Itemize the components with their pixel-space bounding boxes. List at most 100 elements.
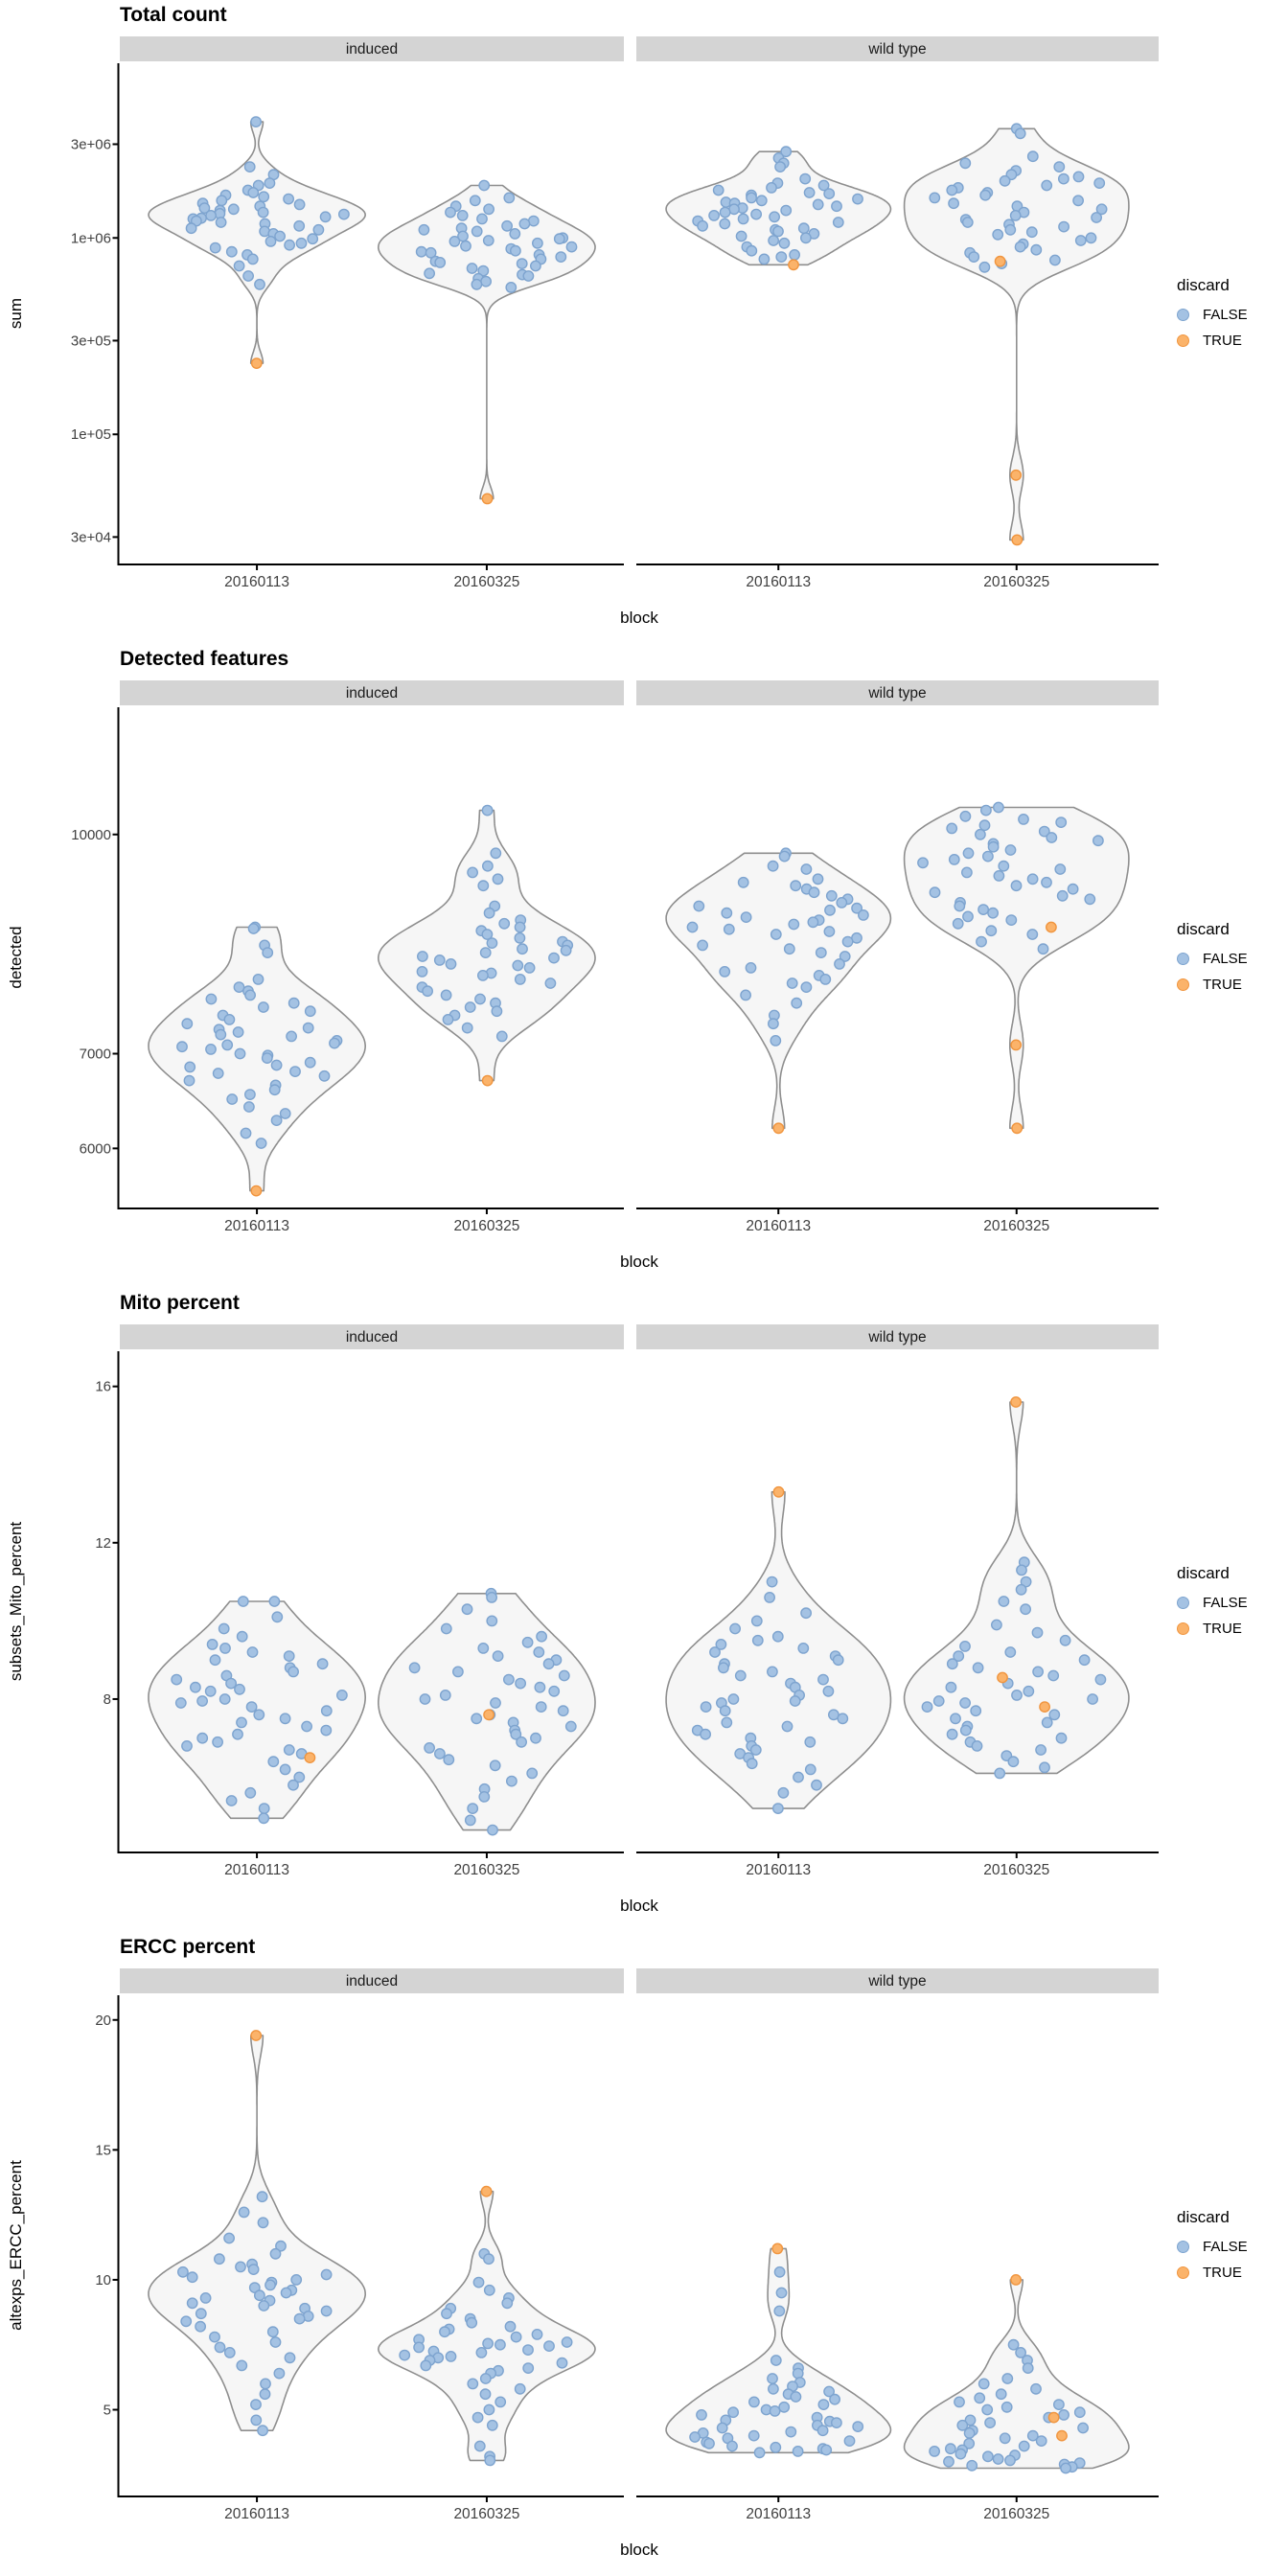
data-point-false: [234, 1683, 245, 1695]
legend-item-true: TRUE: [1177, 977, 1288, 993]
data-point-false: [769, 2404, 781, 2417]
facet-strip: [120, 680, 624, 705]
y-tick-label: 7000: [80, 1046, 111, 1062]
data-point-false: [320, 2305, 333, 2317]
data-point-false: [269, 2247, 282, 2260]
data-point-true: [994, 255, 1006, 267]
y-tick-label: 16: [95, 1379, 111, 1395]
data-point-false: [1018, 813, 1029, 825]
data-point-false: [817, 179, 830, 192]
data-point-false: [778, 2401, 791, 2413]
data-point-false: [841, 935, 854, 948]
data-point-false: [1041, 179, 1053, 192]
data-point-false: [479, 947, 492, 958]
data-point-false: [785, 2426, 797, 2438]
data-point-false: [279, 1108, 291, 1119]
data-point-false: [544, 978, 557, 989]
data-point-false: [284, 239, 295, 251]
data-point-false: [243, 161, 256, 173]
data-point-false: [478, 179, 491, 192]
violin-wild-type-20160113: [665, 150, 892, 266]
data-point-false: [486, 1615, 498, 1627]
data-point-false: [273, 2367, 286, 2380]
data-point-false: [952, 917, 964, 930]
data-point-false: [477, 880, 490, 892]
data-point-false: [461, 1022, 473, 1034]
data-point-false: [267, 1756, 280, 1768]
data-point-false: [290, 2273, 303, 2286]
data-point-false: [703, 2437, 715, 2450]
data-point-false: [800, 863, 813, 875]
data-point-false: [522, 270, 535, 282]
data-point-false: [185, 222, 197, 235]
data-point-false: [271, 1611, 284, 1623]
x-tick-label: 20160325: [983, 574, 1049, 590]
data-point-false: [771, 1630, 784, 1643]
data-point-false: [312, 223, 325, 236]
data-point-false: [963, 2427, 976, 2439]
facet-strip: [636, 1324, 1159, 1349]
data-point-false: [783, 943, 795, 955]
data-point-false: [252, 973, 264, 985]
data-point-true: [1011, 1122, 1024, 1135]
data-point-false: [213, 2253, 225, 2266]
data-point-false: [1025, 226, 1038, 239]
data-point-false: [768, 1018, 779, 1030]
data-point-false: [494, 2396, 507, 2408]
data-point-false: [233, 260, 245, 272]
data-point-false: [998, 1596, 1010, 1607]
data-point-false: [696, 2408, 707, 2421]
data-point-false: [1087, 1693, 1099, 1705]
data-point-false: [279, 1763, 291, 1776]
data-point-false: [982, 850, 994, 862]
data-point-false: [978, 819, 991, 832]
x-tick-label: 20160325: [453, 2506, 519, 2522]
data-point-false: [948, 197, 959, 210]
data-point-false: [978, 261, 991, 273]
chart-title-ercc-percent: ERCC percent: [120, 1936, 256, 1958]
data-point-false: [199, 2291, 212, 2304]
data-point-false: [560, 944, 572, 956]
data-point-false: [226, 1093, 239, 1105]
x-axis-title: block: [620, 2541, 658, 2559]
data-point-false: [484, 2454, 496, 2467]
data-point-false: [1059, 1634, 1071, 1646]
legend-label-false: FALSE: [1203, 307, 1248, 323]
data-point-false: [503, 192, 516, 204]
data-point-false: [531, 2328, 543, 2340]
data-point-false: [415, 245, 427, 258]
data-point-false: [212, 1068, 224, 1079]
data-point-false: [816, 2425, 829, 2437]
data-point-false: [959, 157, 972, 170]
data-point-false: [413, 2341, 425, 2354]
data-point-false: [422, 985, 433, 998]
chart-title-mito-percent: Mito percent: [120, 1292, 240, 1314]
data-point-false: [852, 193, 863, 205]
data-point-false: [506, 1775, 518, 1787]
data-point-false: [834, 957, 845, 970]
data-point-false: [258, 2300, 270, 2312]
data-point-false: [242, 270, 255, 282]
data-point-false: [555, 251, 567, 263]
data-point-false: [418, 223, 430, 236]
data-point-false: [954, 2396, 965, 2408]
data-point-false: [232, 1026, 244, 1038]
legend-label-true: TRUE: [1203, 333, 1242, 349]
data-point-false: [469, 195, 481, 207]
facet-strip: [120, 36, 624, 61]
legend-key-true-icon: [1177, 334, 1189, 347]
legend-item-false: FALSE: [1177, 307, 1288, 323]
data-point-false: [501, 2297, 514, 2310]
x-axis-title: block: [620, 1253, 658, 1271]
data-point-false: [209, 2331, 220, 2343]
data-point-false: [750, 208, 762, 220]
data-point-false: [807, 916, 819, 929]
data-point-false: [181, 1739, 193, 1752]
data-point-true: [483, 1709, 494, 1721]
data-point-false: [514, 2382, 526, 2395]
facet-strip-label: wild type: [867, 685, 926, 702]
data-point-false: [510, 244, 521, 257]
data-point-false: [1026, 873, 1039, 886]
data-point-false: [962, 910, 974, 923]
data-point-false: [999, 2432, 1011, 2445]
